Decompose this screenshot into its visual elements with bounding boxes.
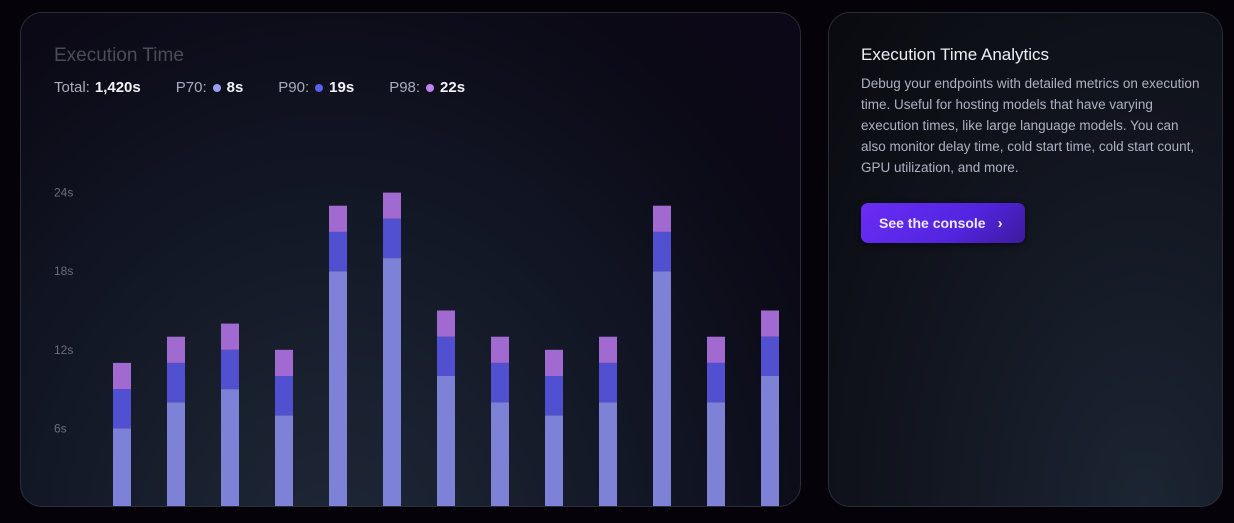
bar-p90-8 [491,362,509,403]
bar-p98-8 [491,336,509,363]
p98-dot-icon [426,83,435,92]
bar-p98-5 [329,205,347,232]
bar-p90-4 [275,376,293,416]
bar-p70-6 [383,258,401,506]
see-console-button[interactable]: See the console › [861,203,1025,243]
bar-p90-9 [545,376,563,416]
bar-p90-13 [761,336,779,376]
stat-p70: P70: 8s [176,79,244,96]
stats-row: Total: 1,420s P70: 8s P90: 19s P98: 22s [54,79,500,96]
p90-dot-icon [315,83,324,92]
y-tick-label: 6s [54,421,67,435]
bar-p70-11 [653,271,671,506]
bar-p98-10 [599,336,617,363]
total-value: 1,420s [94,79,141,96]
stat-total: Total: 1,420s [54,79,141,96]
bar-p98-3 [221,323,239,350]
info-title: Execution Time Analytics [861,45,1050,64]
bar-p70-8 [491,402,509,506]
p70-label: P70: [175,79,207,96]
bar-p90-11 [653,231,671,272]
bar-p70-12 [707,402,725,506]
bar-p70-2 [167,402,185,506]
stat-p90: P90: 19s [278,79,354,96]
p70-dot-icon [212,83,221,92]
bar-p90-3 [221,349,239,390]
bar-p90-2 [167,362,185,403]
p90-label: P90: [278,79,310,96]
y-tick-label: 12s [54,343,73,357]
y-tick-label: 18s [54,264,73,278]
bar-p90-5 [329,231,347,272]
bar-p70-4 [275,415,293,506]
bar-p90-6 [383,218,401,259]
bar-p70-3 [221,389,239,506]
bar-p90-7 [437,336,455,376]
bar-p90-12 [707,362,725,403]
bar-p98-13 [761,310,779,337]
y-tick-label: 24s [54,186,73,200]
p90-value: 19s [329,79,355,96]
bar-p70-10 [599,402,617,506]
see-console-label: See the console [879,215,986,231]
bar-p70-9 [545,415,563,506]
bar-p70-1 [113,428,131,506]
bar-p98-2 [167,336,185,363]
execution-time-card: Execution Time Total: 1,420s P70: 8s P90: 1… [20,12,801,507]
bar-p70-13 [761,376,779,506]
stat-p98: P98: 22s [389,79,465,96]
chevron-right-icon: › [997,214,1003,232]
bar-p70-7 [437,376,455,506]
bar-p90-10 [599,362,617,403]
bar-p90-1 [113,389,131,429]
bar-p98-6 [383,192,401,219]
bar-p98-12 [707,336,725,363]
p70-value: 8s [226,79,244,96]
bar-p98-9 [545,349,563,376]
chart-title: Execution Time [54,45,184,66]
p98-value: 22s [440,79,466,96]
bar-p98-1 [113,362,131,390]
bar-p98-7 [437,310,455,337]
analytics-info-card: Execution Time Analytics Debug your endp… [828,12,1223,507]
total-label: Total: [54,79,90,96]
info-description: Debug your endpoints with detailed metri… [861,76,1200,175]
p98-label: P98: [389,79,421,96]
bar-p70-5 [329,271,347,506]
bar-p98-11 [653,205,671,232]
bar-p98-4 [275,349,293,376]
stacked-bar-chart: 6s 12s 18s 24s [54,186,779,506]
